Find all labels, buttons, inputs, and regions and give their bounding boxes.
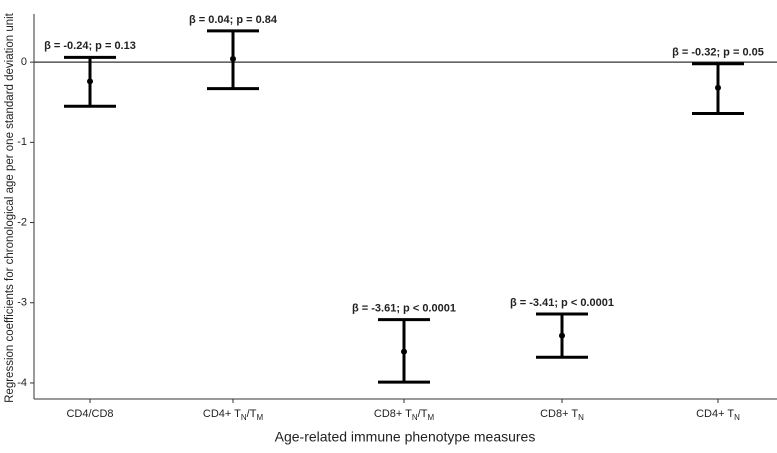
y-tick-label: -1 (17, 136, 27, 148)
x-tick-label: CD8+ TN/TM (374, 408, 435, 422)
x-tick-label: CD4/CD8 (66, 408, 113, 420)
y-axis-title: Regression coefficients for chronologica… (4, 12, 16, 403)
point (559, 332, 565, 339)
x-tick-label: CD4+ TN/TM (203, 408, 264, 422)
x-tick-label: CD8+ TN (540, 408, 584, 422)
point (230, 55, 236, 62)
point (87, 78, 93, 85)
y-tick-label: -3 (17, 297, 27, 309)
y-tick-label: -2 (17, 216, 27, 228)
y-tick-label: 0 (21, 56, 27, 68)
value-label: β = -0.24; p = 0.13 (44, 40, 136, 52)
value-label: β = 0.04; p = 0.84 (189, 14, 278, 26)
value-label: β = -3.41; p < 0.0001 (510, 297, 614, 309)
value-label: β = -3.61; p < 0.0001 (352, 303, 456, 315)
x-tick-label: CD4+ TN (696, 408, 740, 422)
x-axis-title: Age-related immune phenotype measures (275, 429, 536, 445)
point (715, 84, 721, 91)
point (401, 348, 407, 355)
y-tick-label: -4 (17, 377, 27, 389)
value-label: β = -0.32; p = 0.05 (672, 47, 764, 59)
